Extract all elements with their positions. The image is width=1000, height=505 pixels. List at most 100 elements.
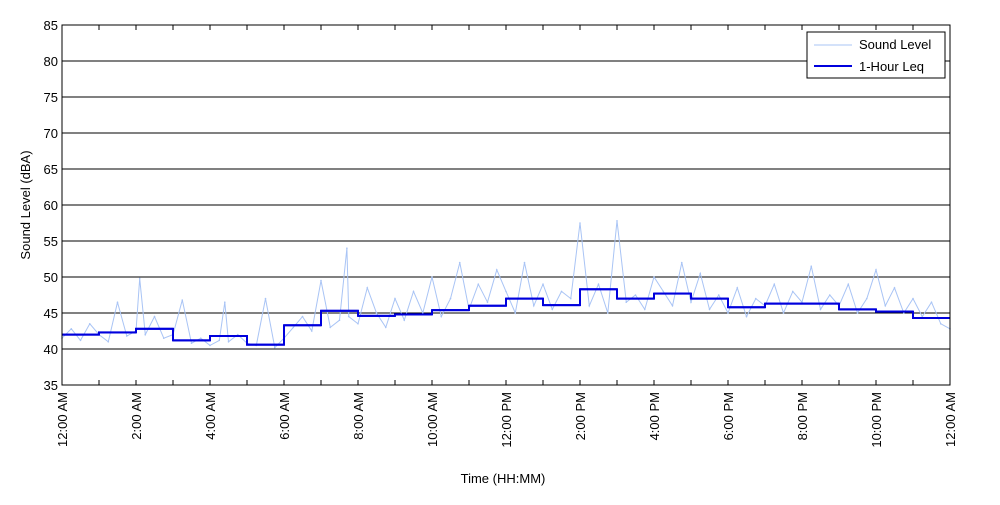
sound-level-point <box>70 328 73 330</box>
sound-level-point <box>431 276 433 278</box>
sound-level-point <box>606 312 609 314</box>
y-axis-label: Sound Level (dBA) <box>18 150 33 259</box>
x-tick-label: 4:00 PM <box>647 392 662 440</box>
sound-level-point <box>856 312 859 314</box>
sound-level-point <box>227 341 230 343</box>
sound-level-point <box>653 276 655 278</box>
sound-level-point <box>616 220 618 222</box>
legend-label-1-hour-leq: 1-Hour Leq <box>859 59 924 74</box>
sound-level-point <box>190 342 193 345</box>
x-tick-label: 6:00 PM <box>721 392 736 440</box>
sound-level-point <box>847 283 850 286</box>
sound-level-point <box>486 301 489 304</box>
sound-level-point <box>727 312 729 314</box>
y-tick-label: 50 <box>44 270 58 285</box>
x-tick-label: 2:00 PM <box>573 392 588 440</box>
x-tick-label: 12:00 PM <box>499 392 514 448</box>
sound-level-point <box>542 283 544 286</box>
sound-level-point <box>329 326 332 329</box>
y-tick-label: 80 <box>44 54 58 69</box>
sound-level-point <box>347 315 350 318</box>
x-tick-label: 10:00 PM <box>869 392 884 448</box>
sound-level-point <box>523 261 526 264</box>
sound-level-point <box>107 341 110 343</box>
sound-level-point <box>292 326 295 329</box>
legend-box <box>806 31 946 79</box>
sound-level-point <box>680 261 683 264</box>
sound-level-point <box>273 346 276 349</box>
series-group <box>61 220 951 349</box>
sound-level-point <box>865 297 868 300</box>
sound-level-point <box>224 301 226 304</box>
sound-level-point <box>736 287 739 289</box>
sound-level-point <box>625 301 628 304</box>
sound-level-point <box>930 301 933 304</box>
sound-level-point <box>458 261 461 264</box>
sound-level-point <box>671 305 674 307</box>
sound-level-point <box>773 283 776 286</box>
sound-level-point <box>301 315 304 318</box>
y-tick-label: 35 <box>44 378 58 393</box>
y-tick-label: 75 <box>44 90 58 105</box>
sound-level-point <box>310 330 313 332</box>
y-tick-label: 60 <box>44 198 58 213</box>
sound-level-point <box>532 305 535 307</box>
x-tick-label: 2:00 AM <box>129 392 144 440</box>
sound-level-point <box>717 294 720 296</box>
y-tick-label: 55 <box>44 234 58 249</box>
sound-level-point <box>588 305 591 307</box>
sound-level-point <box>375 312 378 314</box>
sound-level-point <box>88 323 91 325</box>
sound-level-point <box>893 287 896 289</box>
sound-level-point <box>384 326 387 329</box>
sound-level-point <box>218 339 221 342</box>
sound-level-point <box>643 308 646 311</box>
sound-level-point <box>634 294 637 296</box>
sound-level-point <box>708 308 711 311</box>
axis-ticks: 35 40 45 50 55 60 65 70 75 80 85 12:00 AM 2:00 AM 4:0… <box>44 18 958 448</box>
sound-level-point <box>338 319 341 322</box>
y-tick-label: 70 <box>44 126 58 141</box>
sound-level-point <box>79 339 82 342</box>
sound-level-point <box>366 287 369 289</box>
sound-level-point <box>440 315 443 318</box>
sound-level-point <box>181 299 184 301</box>
legend: Sound Level 1-Hour Leq <box>806 31 946 79</box>
sound-level-point <box>597 283 600 286</box>
sound-level-point <box>884 305 887 307</box>
sound-level-point <box>162 337 165 340</box>
sound-level-point <box>579 222 581 224</box>
sound-level-point <box>403 319 406 322</box>
sound-level-point <box>138 277 141 280</box>
x-tick-label: 8:00 AM <box>351 392 366 440</box>
gridlines <box>62 60 950 350</box>
sound-level-point <box>551 308 554 311</box>
sound-level-point <box>125 335 128 337</box>
y-tick-label: 40 <box>44 342 58 357</box>
sound-level-point <box>346 247 348 249</box>
x-tick-label: 12:00 AM <box>55 392 70 447</box>
y-tick-label: 65 <box>44 162 58 177</box>
sound-level-point <box>912 297 914 300</box>
sound-level-point <box>209 344 211 347</box>
sound-level-point <box>754 297 757 300</box>
sound-level-point <box>412 290 415 293</box>
sound-level-point <box>514 312 517 314</box>
sound-level-point <box>357 323 359 325</box>
sound-level-point <box>662 290 665 293</box>
sound-level-point <box>264 297 267 300</box>
sound-level-point <box>144 333 147 336</box>
sound-level-point <box>782 312 785 314</box>
y-tick-label: 45 <box>44 306 58 321</box>
x-tick-label: 6:00 AM <box>277 392 292 440</box>
sound-level-point <box>560 290 563 293</box>
sound-level-point <box>505 290 507 293</box>
sound-level-point <box>320 279 322 282</box>
sound-level-point <box>828 294 831 296</box>
sound-level-point <box>745 315 748 318</box>
sound-level-point <box>569 297 572 300</box>
sound-level-point <box>791 290 794 293</box>
sound-level-point <box>449 297 452 300</box>
sound-level-point <box>477 283 480 286</box>
